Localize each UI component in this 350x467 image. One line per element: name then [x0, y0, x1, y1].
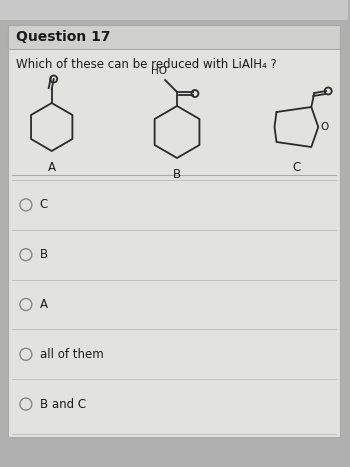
Bar — [8, 27, 340, 437]
Bar — [8, 25, 340, 49]
Text: C: C — [292, 161, 301, 174]
Text: all of them: all of them — [40, 348, 104, 361]
Text: A: A — [40, 298, 48, 311]
Text: HO: HO — [151, 66, 167, 76]
Text: B: B — [40, 248, 48, 261]
Text: C: C — [40, 198, 48, 212]
Text: Question 17: Question 17 — [16, 30, 110, 44]
Text: B and C: B and C — [40, 397, 86, 410]
Text: B: B — [173, 168, 181, 181]
Text: A: A — [48, 161, 56, 174]
Text: Which of these can be reduced with LiAlH₄ ?: Which of these can be reduced with LiAlH… — [16, 57, 276, 71]
Text: O: O — [320, 122, 328, 132]
Bar — [0, 0, 348, 20]
